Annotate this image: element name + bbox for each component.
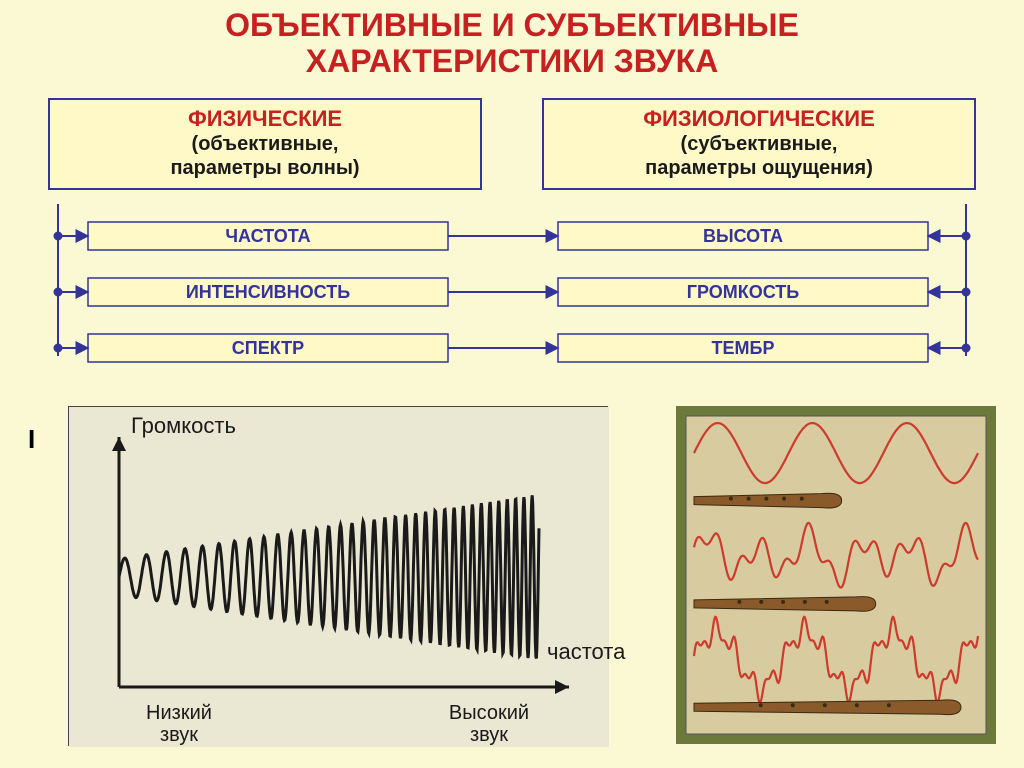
svg-text:ИНТЕНСИВНОСТЬ: ИНТЕНСИВНОСТЬ (186, 282, 350, 302)
parameter-map-svg: ЧАСТОТА ВЫСОТА ИНТЕНСИВНОСТЬ ГРОМКОСТЬ СПЕКТ… (28, 204, 996, 394)
title-line-1: ОБЪЕКТИВНЫЕ И СУБЪЕКТИВНЫЕ (225, 7, 799, 43)
page-title: ОБЪЕКТИВНЫЕ И СУБЪЕКТИВНЫЕ ХАРАКТЕРИСТИК… (28, 8, 996, 80)
svg-text:звук: звук (160, 724, 198, 746)
header-physical-sub2: параметры волны) (58, 156, 472, 180)
svg-text:ВЫСОТА: ВЫСОТА (703, 226, 783, 246)
parameter-map: ЧАСТОТА ВЫСОТА ИНТЕНСИВНОСТЬ ГРОМКОСТЬ СПЕКТ… (28, 204, 996, 394)
svg-text:ЧАСТОТА: ЧАСТОТА (225, 226, 310, 246)
svg-text:ГРОМКОСТЬ: ГРОМКОСТЬ (687, 282, 800, 302)
header-physical: ФИЗИЧЕСКИЕ (объективные, параметры волны… (48, 98, 482, 190)
headers-row: ФИЗИЧЕСКИЕ (объективные, параметры волны… (48, 98, 976, 190)
bottom-row: I ГромкостьНизкийзвукВысокийзвук частота (28, 406, 996, 756)
timbre-panel-svg (676, 406, 996, 744)
header-physiological-sub2: параметры ощущения) (552, 156, 966, 180)
svg-text:ТЕМБР: ТЕМБР (712, 338, 775, 358)
header-physiological-sub1: (субъективные, (552, 132, 966, 156)
intensity-symbol: I (28, 406, 50, 455)
svg-text:звук: звук (470, 724, 508, 746)
loudness-graph: ГромкостьНизкийзвукВысокийзвук частота (68, 406, 608, 746)
svg-text:СПЕКТР: СПЕКТР (232, 338, 304, 358)
frequency-axis-label: частота (547, 639, 625, 665)
loudness-graph-svg: ГромкостьНизкийзвукВысокийзвук (69, 407, 609, 747)
svg-text:Высокий: Высокий (449, 702, 529, 724)
svg-text:Громкость: Громкость (131, 413, 236, 438)
timbre-panel (676, 406, 996, 744)
svg-text:Низкий: Низкий (146, 702, 212, 724)
header-physiological: ФИЗИОЛОГИЧЕСКИЕ (субъективные, параметры… (542, 98, 976, 190)
header-physical-main: ФИЗИЧЕСКИЕ (58, 106, 472, 132)
header-physical-sub1: (объективные, (58, 132, 472, 156)
title-line-2: ХАРАКТЕРИСТИКИ ЗВУКА (306, 43, 718, 79)
header-physiological-main: ФИЗИОЛОГИЧЕСКИЕ (552, 106, 966, 132)
